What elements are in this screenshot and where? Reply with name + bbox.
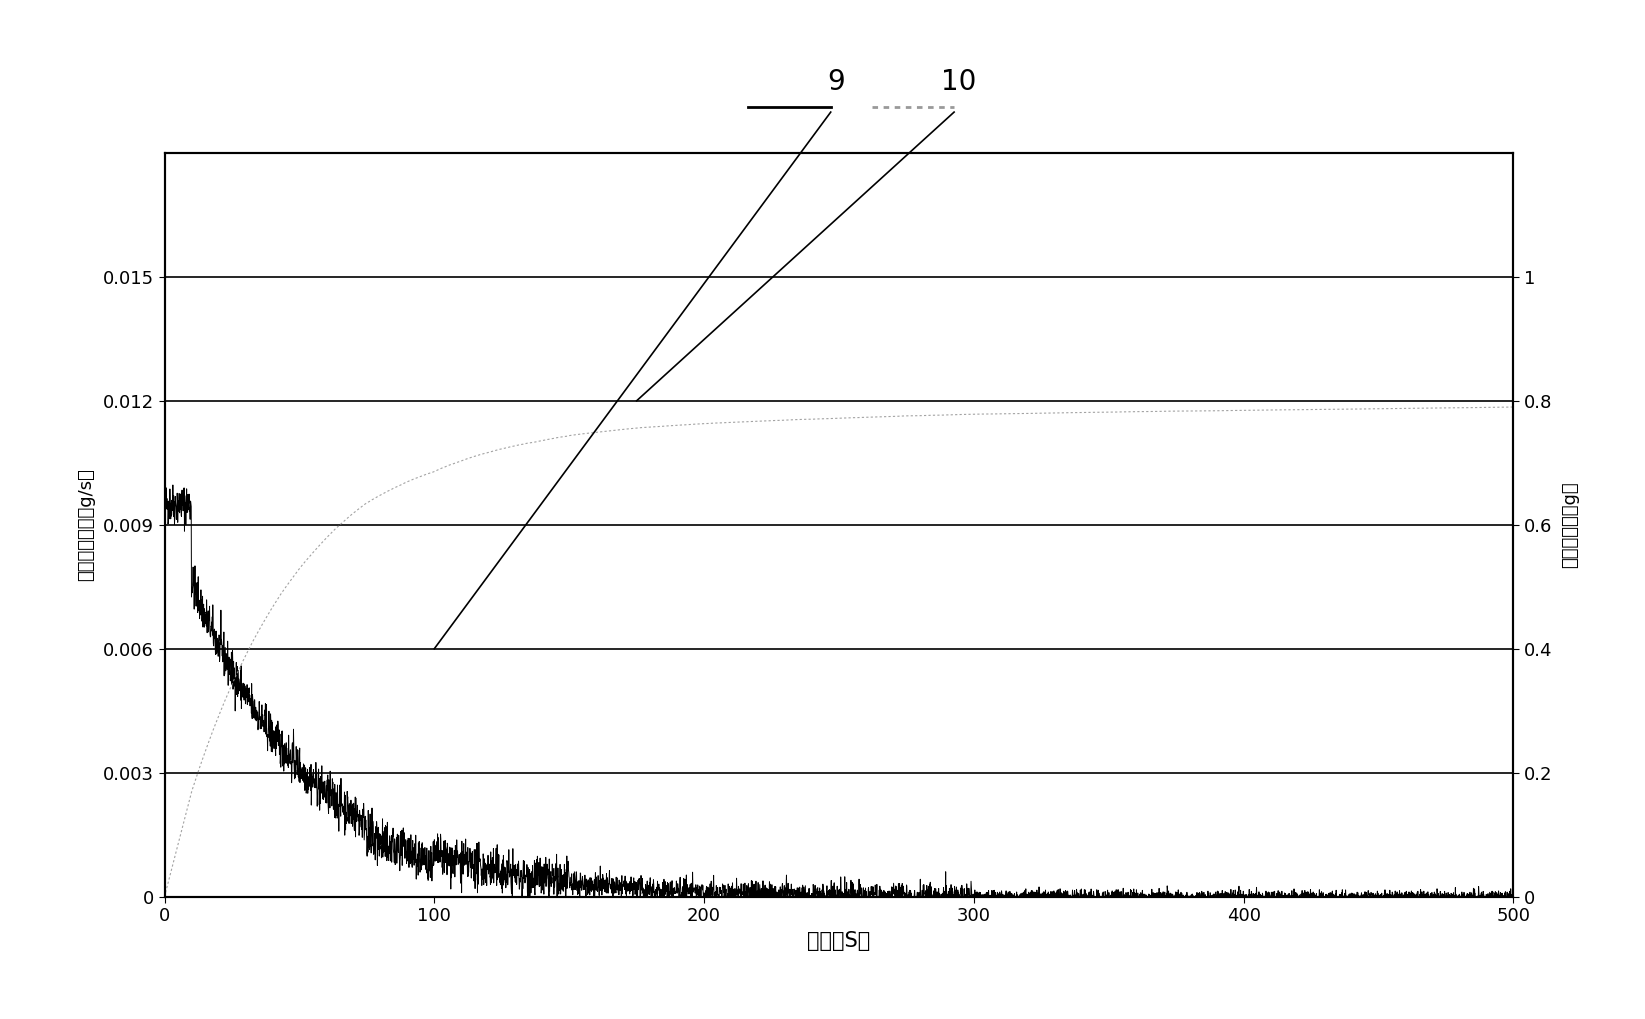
Text: 9: 9 — [827, 67, 844, 96]
Text: 10: 10 — [941, 67, 977, 96]
Y-axis label: 氨气吸附量（g）: 氨气吸附量（g） — [1561, 481, 1579, 569]
Y-axis label: 氨气吸附速率（g/s）: 氨气吸附速率（g/s） — [77, 469, 95, 581]
X-axis label: 时间（S）: 时间（S） — [808, 930, 870, 951]
